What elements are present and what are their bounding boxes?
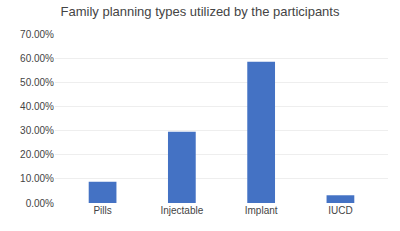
svg-text:40.00%: 40.00% — [20, 101, 54, 112]
svg-text:60.00%: 60.00% — [20, 53, 54, 64]
svg-text:50.00%: 50.00% — [20, 77, 54, 88]
svg-text:30.00%: 30.00% — [20, 125, 54, 136]
svg-text:Implant: Implant — [245, 205, 278, 216]
svg-text:0.00%: 0.00% — [26, 198, 54, 209]
svg-text:70.00%: 70.00% — [20, 29, 54, 40]
svg-text:Family planning types utilized: Family planning types utilized by the pa… — [61, 4, 340, 19]
svg-text:Pills: Pills — [93, 205, 111, 216]
svg-text:IUCD: IUCD — [328, 205, 352, 216]
svg-text:10.00%: 10.00% — [20, 173, 54, 184]
svg-text:Injectable: Injectable — [160, 205, 203, 216]
svg-text:20.00%: 20.00% — [20, 149, 54, 160]
